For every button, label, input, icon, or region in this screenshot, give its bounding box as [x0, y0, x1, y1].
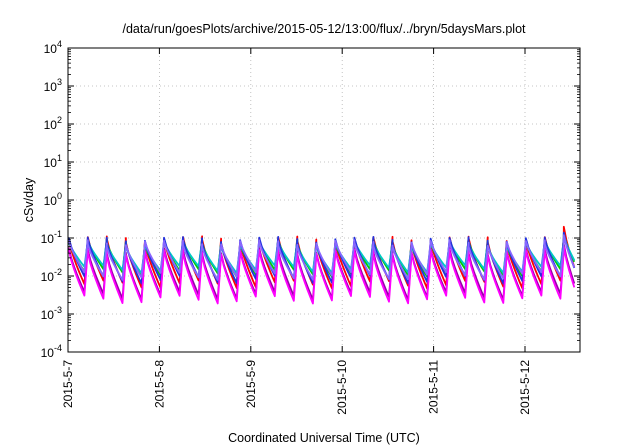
x-tick-label: 2015-5-7 [61, 360, 75, 408]
x-tick-label: 2015-5-11 [427, 360, 441, 414]
y-tick-label: 100 [44, 191, 62, 208]
x-tick-labels: 2015-5-7 2015-5-8 2015-5-9 2015-5-10 2015-5-… [61, 360, 532, 415]
x-tick-label: 2015-5-8 [152, 360, 166, 408]
series-line [67, 234, 576, 281]
chart-title: /data/run/goesPlots/archive/2015-05-12/1… [122, 22, 526, 36]
y-tick-label: 102 [44, 115, 62, 132]
y-axis-label: cSv/day [22, 177, 36, 222]
x-tick-label: 2015-5-10 [335, 360, 349, 415]
y-tick-label: 103 [44, 77, 62, 94]
series-line [67, 245, 576, 305]
series-lines [67, 225, 576, 305]
y-tick-labels: 10-4 10-3 10-2 10-1 100 101 102 103 104 [41, 39, 62, 360]
y-tick-label: 10-3 [41, 305, 62, 322]
y-tick-label: 101 [44, 153, 62, 170]
x-tick-label: 2015-5-9 [244, 360, 258, 408]
x-axis-label: Coordinated Universal Time (UTC) [228, 431, 420, 445]
axis-ticks [67, 47, 580, 353]
y-tick-label: 10-2 [41, 267, 62, 284]
y-tick-label: 104 [44, 39, 62, 56]
x-tick-label: 2015-5-12 [518, 360, 532, 415]
y-tick-label: 10-4 [41, 343, 62, 360]
y-tick-label: 10-1 [41, 229, 62, 246]
